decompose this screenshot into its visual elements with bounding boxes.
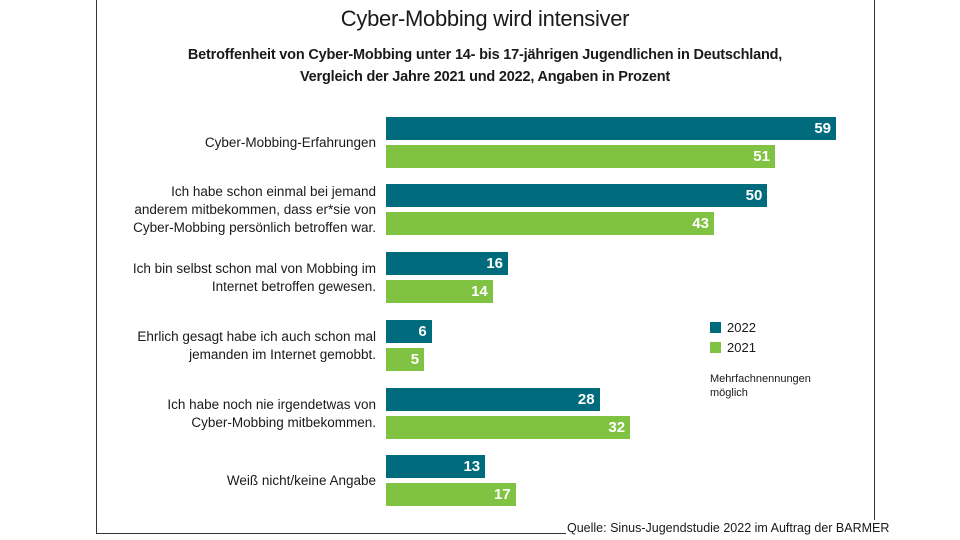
bar-value-label: 6 <box>418 323 427 340</box>
category-label-line: Cyber-Mobbing persönlich betroffen war. <box>133 219 376 235</box>
bar-value-label: 43 <box>692 215 709 232</box>
source-note: Quelle: Sinus-Jugendstudie 2022 im Auftr… <box>567 521 890 535</box>
legend-label-2022: 2022 <box>727 319 756 335</box>
category-label: Weiß nicht/keine Angabe <box>227 472 376 490</box>
category-label-line: Cyber-Mobbing-Erfahrungen <box>204 134 376 150</box>
bar-2022: 59 <box>386 117 836 140</box>
bar-2021: 32 <box>386 416 631 439</box>
category-label: Cyber-Mobbing-Erfahrungen <box>205 134 376 152</box>
chart-title: Cyber-Mobbing wird intensiver <box>340 6 630 31</box>
bar-value-label: 59 <box>814 120 831 137</box>
category-label-line: Ich bin selbst schon mal von Mobbing im <box>132 260 376 276</box>
note-line: Mehrfachnennungen <box>710 373 811 385</box>
category-label-line: Cyber-Mobbing mitbekommen. <box>191 414 376 430</box>
category-label-line: Internet betroffen gewesen. <box>211 278 376 294</box>
legend-swatch-2022 <box>710 321 721 333</box>
legend-swatch-2021 <box>710 341 721 353</box>
legend-item-2022: 2022 <box>710 317 756 337</box>
category-label-line: Ehrlich gesagt habe ich auch schon mal <box>137 328 376 344</box>
frame-right-border <box>874 0 875 520</box>
bar-value-label: 51 <box>753 148 770 165</box>
bar-value-label: 16 <box>486 255 504 272</box>
bar-value-label: 50 <box>745 187 763 204</box>
category-label-line: Ich habe schon einmal bei jemand <box>171 183 376 199</box>
note-line: möglich <box>710 387 748 399</box>
bar-2022: 16 <box>386 252 509 275</box>
legend-label-2021: 2021 <box>727 339 756 355</box>
chart-subtitle: Betroffenheit von Cyber-Mobbing unter 14… <box>96 44 874 88</box>
bar-2021: 43 <box>386 212 714 235</box>
bar-value-label: 32 <box>608 419 626 436</box>
bar-value-label: 28 <box>577 391 595 408</box>
category-label: Ich bin selbst schon mal von Mobbing im I… <box>133 260 376 296</box>
category-label: Ich habe noch nie irgendetwas von Cyber-M… <box>167 396 376 432</box>
bar-value-label: 17 <box>493 486 511 503</box>
bar-2021: 51 <box>386 145 775 168</box>
category-label: Ich habe schon einmal bei jemand anderem … <box>133 183 376 237</box>
bar-2022: 6 <box>386 320 432 343</box>
bar-value-label: 5 <box>410 351 420 368</box>
subtitle-line: Betroffenheit von Cyber-Mobbing unter 14… <box>187 47 783 63</box>
bar-2021: 5 <box>386 348 425 371</box>
frame-left-border <box>96 0 97 534</box>
bar-2022: 28 <box>386 388 600 411</box>
bar-2022: 50 <box>386 184 768 207</box>
bar-2021: 17 <box>386 483 516 506</box>
bar-value-label: 14 <box>471 283 488 300</box>
category-label-line: Ich habe noch nie irgendetwas von <box>167 396 376 412</box>
legend-item-2021: 2021 <box>710 337 756 357</box>
subtitle-line: Vergleich der Jahre 2021 und 2022, Angab… <box>299 69 671 85</box>
note: Mehrfachnennungen möglich <box>710 372 830 400</box>
bar-2021: 14 <box>386 280 493 303</box>
category-label-line: anderem mitbekommen, dass er*sie von <box>134 201 376 217</box>
category-label: Ehrlich gesagt habe ich auch schon mal je… <box>137 328 376 364</box>
category-label-line: Weiß nicht/keine Angabe <box>226 472 376 488</box>
bar-value-label: 13 <box>463 458 481 475</box>
frame-bottom-border <box>96 533 566 534</box>
bar-2022: 13 <box>386 455 486 478</box>
legend: 2022 2021 <box>710 317 756 357</box>
category-label-line: jemanden im Internet gemobbt. <box>189 346 376 362</box>
